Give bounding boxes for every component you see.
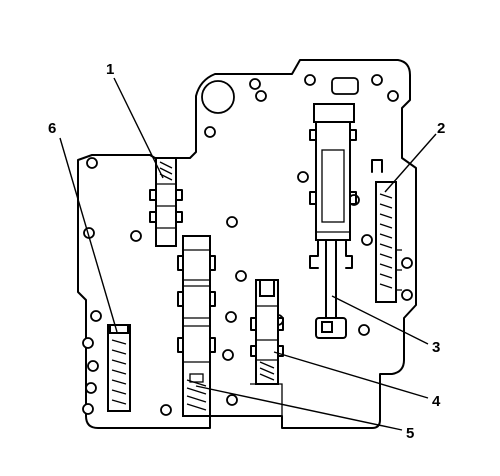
valve-3 [309, 103, 357, 339]
leader-lines [59, 77, 437, 431]
valve-2 [371, 159, 402, 303]
callout-4: 4 [432, 393, 441, 410]
bolt-holes [82, 74, 413, 416]
valve-4 [250, 279, 284, 416]
valve-1 [149, 157, 183, 247]
top-slot [331, 77, 359, 95]
callout-5: 5 [406, 425, 414, 442]
valve-body-outline [77, 59, 417, 429]
valve-6 [107, 324, 131, 412]
callout-6: 6 [48, 120, 56, 137]
callout-1: 1 [106, 61, 114, 78]
callout-3: 3 [432, 339, 440, 356]
callout-2: 2 [437, 120, 445, 137]
